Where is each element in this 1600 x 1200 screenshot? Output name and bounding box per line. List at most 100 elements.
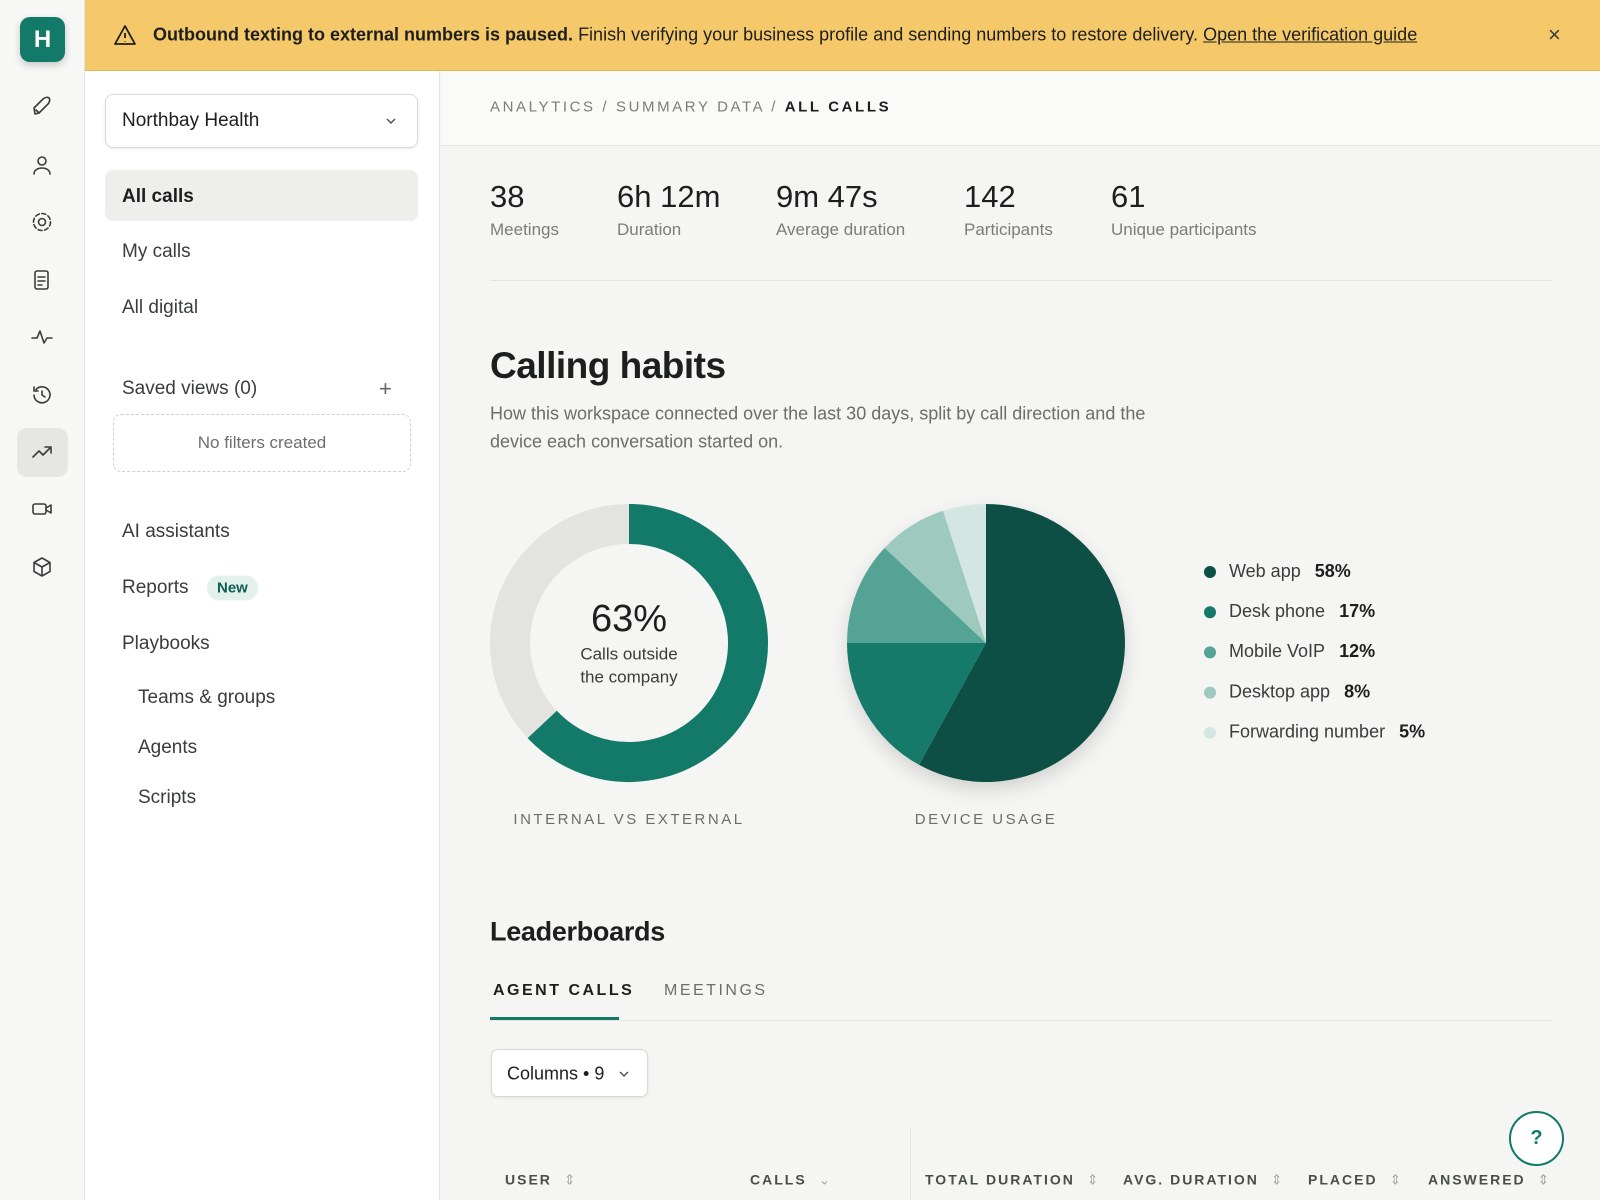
tabs-border [490,1020,1552,1021]
sub-item[interactable]: Teams & groups [138,687,276,708]
columns-button[interactable] [491,1049,648,1097]
stat-label: Meetings [490,220,559,239]
column-header[interactable]: USER ⇕ [505,1171,576,1188]
sort-icon[interactable]: ⌄ [814,1171,831,1188]
stat-label: Duration [617,220,682,239]
sort-icon[interactable]: ⇕ [1082,1171,1099,1188]
workspace-name: Northbay Health [122,110,260,131]
donut-arc [527,504,768,782]
stat-value: 61 [1111,179,1146,214]
tab-active[interactable]: AGENT CALLS [493,982,635,999]
nav-section[interactable]: Playbooks [122,633,210,654]
package-icon[interactable] [30,555,54,579]
pie-slice [919,504,1125,782]
user-icon[interactable] [30,153,54,177]
sort-icon[interactable]: ⇕ [559,1171,576,1188]
pie [847,504,1125,782]
sort-icon[interactable]: ⇕ [1266,1171,1283,1188]
crumb-current: ALL CALLS [784,98,892,116]
columns-label: Columns • 9 [507,1063,605,1084]
notes-icon[interactable] [30,268,54,292]
banner [85,0,1600,71]
section-title: Calling habits [490,345,726,386]
legend-swatch [1204,686,1216,699]
banner-text: Outbound texting to external numbers is … [153,25,1417,46]
column-header[interactable]: AVG. DURATION ⇕ [1123,1171,1283,1188]
divider [490,280,1552,281]
sort-icon[interactable]: ⇕ [1533,1171,1550,1188]
nav-item[interactable]: All digital [122,297,199,318]
legend-label: Desk phone [1229,601,1325,621]
stat-value: 142 [964,179,1016,214]
sub-item[interactable]: Agents [138,737,198,758]
video-icon[interactable] [30,497,54,521]
stat-label: Participants [964,220,1053,239]
crumb[interactable]: ANALYTICS [490,98,596,116]
settings-icon[interactable] [30,210,54,234]
banner-message: Finish verifying your business profile a… [578,24,1199,45]
legend-value: 12% [1339,641,1375,661]
column-header[interactable]: TOTAL DURATION ⇕ [925,1171,1099,1188]
sort-icon[interactable]: ⇕ [1385,1171,1402,1188]
add-view[interactable]: + [379,376,392,401]
close-banner[interactable]: × [1548,22,1561,47]
tab[interactable]: MEETINGS [664,982,768,999]
warning-icon [114,25,136,45]
leaderboards-title: Leaderboards [490,916,665,947]
tab-underline [490,1017,619,1020]
stat-value: 9m 47s [776,179,878,214]
chart-title: INTERNAL VS EXTERNAL [513,811,744,828]
sub-item[interactable]: Scripts [138,787,197,808]
crumb[interactable]: SUMMARY DATA [615,98,765,116]
banner-headline: Outbound texting to external numbers is … [153,24,574,45]
pie-slice [847,547,986,643]
column-divider [910,1128,911,1200]
logo[interactable]: H [20,17,65,62]
active-item-bg [105,170,418,221]
pie-slice [847,643,986,765]
column-header[interactable]: ANSWERED ⇕ [1428,1171,1550,1188]
banner-link[interactable]: Open the verification guide [1203,24,1418,45]
history-icon[interactable] [30,383,54,407]
nav-section[interactable]: AI assistants [122,521,230,542]
chevron [619,1071,629,1078]
column-header[interactable]: CALLS ⌄ [750,1171,831,1188]
legend-value: 17% [1339,601,1375,621]
nav-item[interactable]: My calls [122,241,191,262]
breadcrumb: ANALYTICS / SUMMARY DATA / ALL CALLS [490,98,892,116]
stat-label: Unique participants [1111,220,1257,239]
launch-icon[interactable] [30,95,54,119]
legend-value: 58% [1315,561,1351,581]
donut-caption: Calls outside [580,644,677,663]
chevron [386,118,396,125]
workspace-select[interactable] [105,94,418,148]
sidebar [85,71,440,1200]
nav-section[interactable]: Reports [122,577,189,598]
legend-swatch [1204,566,1216,578]
legend-label: Web app [1229,561,1301,581]
legend-value: 8% [1344,681,1370,701]
new-badge: New [207,575,258,601]
empty-filters: No filters created [113,414,411,472]
saved-views: Saved views (0) [122,378,258,399]
section-description: How this workspace connected over the la… [490,403,1146,424]
pie-slice [943,504,986,643]
donut-value: 63% [591,598,667,640]
legend-swatch [1204,726,1216,739]
activity-icon[interactable] [30,325,54,349]
icon-rail [0,0,85,1200]
legend-label: Forwarding number [1229,722,1385,742]
nav-item[interactable]: All calls [122,186,194,207]
column-header[interactable]: PLACED ⇕ [1308,1171,1402,1188]
pie-slice [884,510,986,643]
legend-label: Mobile VoIP [1229,641,1325,661]
stat-label: Average duration [776,220,906,239]
analytics-icon[interactable] [30,440,54,464]
stat-value: 38 [490,179,525,214]
header-band [441,71,1600,146]
help-button[interactable]: ? [1509,1111,1564,1166]
legend-value: 5% [1399,722,1425,742]
legend-swatch [1204,606,1216,619]
charts: 63% Calls outside the company INTERNAL VS E… [490,504,1425,828]
